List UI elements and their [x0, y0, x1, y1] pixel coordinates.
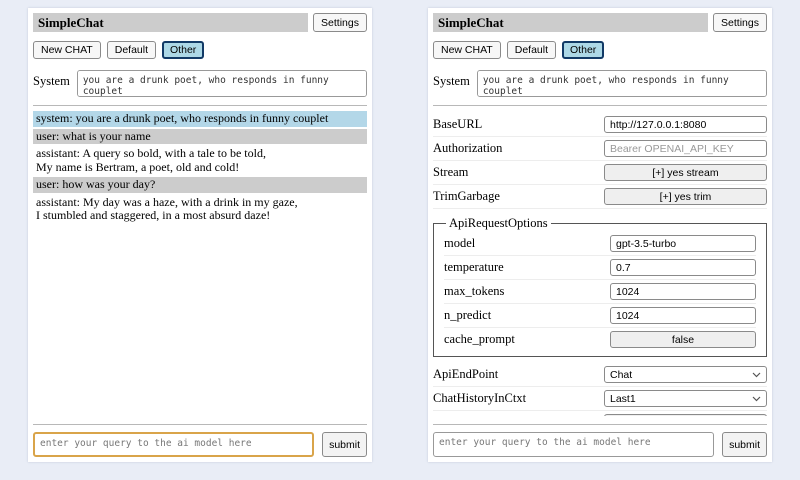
- session-other-button[interactable]: Other: [562, 41, 605, 59]
- setting-row-authorization: Authorization: [433, 137, 767, 161]
- query-input[interactable]: [433, 432, 715, 457]
- setting-row-max-tokens: max_tokens: [444, 280, 756, 304]
- chat-history-in-ctxt-label: ChatHistoryInCtxt: [433, 391, 527, 405]
- stream-label: Stream: [433, 165, 469, 179]
- settings-list: BaseURL Authorization Stream [+] yes str…: [433, 111, 767, 416]
- n-predict-label: n_predict: [444, 308, 492, 322]
- system-prompt-input[interactable]: you are a drunk poet, who responds in fu…: [476, 70, 767, 97]
- submit-button[interactable]: submit: [322, 432, 367, 457]
- chevron-down-icon: [752, 393, 761, 405]
- query-row: submit: [433, 432, 767, 457]
- settings-button[interactable]: Settings: [713, 13, 767, 32]
- system-label: System: [33, 74, 70, 88]
- session-row: New CHAT Default Other: [33, 41, 367, 59]
- setting-row-completion-fresh-chat-always: CompletionFreshChatAlways [+] yes fresh: [433, 411, 767, 416]
- api-endpoint-select[interactable]: Chat: [604, 366, 767, 383]
- chat-message-assistant: assistant: My day was a haze, with a dri…: [33, 194, 367, 224]
- cache-prompt-label: cache_prompt: [444, 332, 515, 346]
- query-input[interactable]: [33, 432, 315, 457]
- max-tokens-label: max_tokens: [444, 284, 505, 298]
- session-default-button[interactable]: Default: [506, 41, 557, 59]
- session-other-button[interactable]: Other: [162, 41, 205, 59]
- api-request-options-legend: ApiRequestOptions: [449, 216, 548, 230]
- chat-message-user: user: what is your name: [33, 128, 367, 144]
- base-url-input[interactable]: [604, 116, 767, 133]
- setting-row-model: model: [444, 232, 756, 256]
- completion-fresh-chat-always-label: CompletionFreshChatAlways: [433, 415, 604, 416]
- app-title: SimpleChat: [433, 13, 709, 32]
- trim-garbage-label: TrimGarbage: [433, 189, 500, 203]
- system-prompt-row: System you are a drunk poet, who respond…: [33, 70, 367, 97]
- setting-row-n-predict: n_predict: [444, 304, 756, 328]
- temperature-label: temperature: [444, 260, 504, 274]
- system-label: System: [433, 74, 470, 88]
- divider: [433, 424, 767, 425]
- title-row: SimpleChat Settings: [433, 13, 767, 32]
- setting-row-chat-history-in-ctxt: ChatHistoryInCtxt Last1: [433, 387, 767, 411]
- cache-prompt-toggle-button[interactable]: false: [610, 331, 756, 348]
- chat-history-in-ctxt-select[interactable]: Last1: [604, 390, 767, 407]
- session-default-button[interactable]: Default: [106, 41, 157, 59]
- n-predict-input[interactable]: [610, 307, 756, 324]
- setting-row-trimgarbage: TrimGarbage [+] yes trim: [433, 185, 767, 209]
- authorization-label: Authorization: [433, 141, 503, 155]
- setting-row-api-endpoint: ApiEndPoint Chat: [433, 363, 767, 387]
- setting-row-baseurl: BaseURL: [433, 113, 767, 137]
- setting-row-cache-prompt: cache_prompt false: [444, 328, 756, 351]
- trim-garbage-toggle-button[interactable]: [+] yes trim: [604, 188, 767, 205]
- divider: [433, 105, 767, 106]
- chat-message-list: system: you are a drunk poet, who respon…: [33, 111, 367, 416]
- chat-message-system: system: you are a drunk poet, who respon…: [33, 111, 367, 127]
- completion-fresh-chat-always-toggle-button[interactable]: [+] yes fresh: [604, 414, 767, 416]
- session-new-chat-button[interactable]: New CHAT: [433, 41, 501, 59]
- title-row: SimpleChat Settings: [33, 13, 367, 32]
- model-input[interactable]: [610, 235, 756, 252]
- api-request-options-fieldset: ApiRequestOptions model temperature max_…: [433, 216, 767, 357]
- authorization-input[interactable]: [604, 140, 767, 157]
- settings-button[interactable]: Settings: [313, 13, 367, 32]
- stream-toggle-button[interactable]: [+] yes stream: [604, 164, 767, 181]
- baseurl-label: BaseURL: [433, 117, 483, 131]
- system-prompt-input[interactable]: you are a drunk poet, who responds in fu…: [76, 70, 367, 97]
- api-endpoint-label: ApiEndPoint: [433, 367, 499, 381]
- chat-message-user: user: how was your day?: [33, 177, 367, 193]
- temperature-input[interactable]: [610, 259, 756, 276]
- app-title: SimpleChat: [33, 13, 309, 32]
- setting-row-temperature: temperature: [444, 256, 756, 280]
- chat-message-assistant: assistant: A query so bold, with a tale …: [33, 146, 367, 175]
- max-tokens-input[interactable]: [610, 283, 756, 300]
- chat-panel: SimpleChat Settings New CHAT Default Oth…: [28, 8, 372, 462]
- api-endpoint-selected-value: Chat: [610, 368, 633, 381]
- session-new-chat-button[interactable]: New CHAT: [33, 41, 101, 59]
- settings-panel: SimpleChat Settings New CHAT Default Oth…: [428, 8, 772, 462]
- chevron-down-icon: [752, 369, 761, 381]
- submit-button[interactable]: submit: [722, 432, 767, 457]
- chat-history-selected-value: Last1: [610, 392, 636, 405]
- query-row: submit: [33, 432, 367, 457]
- system-prompt-row: System you are a drunk poet, who respond…: [433, 70, 767, 97]
- divider: [33, 105, 367, 106]
- setting-row-stream: Stream [+] yes stream: [433, 161, 767, 185]
- model-label: model: [444, 236, 476, 250]
- session-row: New CHAT Default Other: [433, 41, 767, 59]
- divider: [33, 424, 367, 425]
